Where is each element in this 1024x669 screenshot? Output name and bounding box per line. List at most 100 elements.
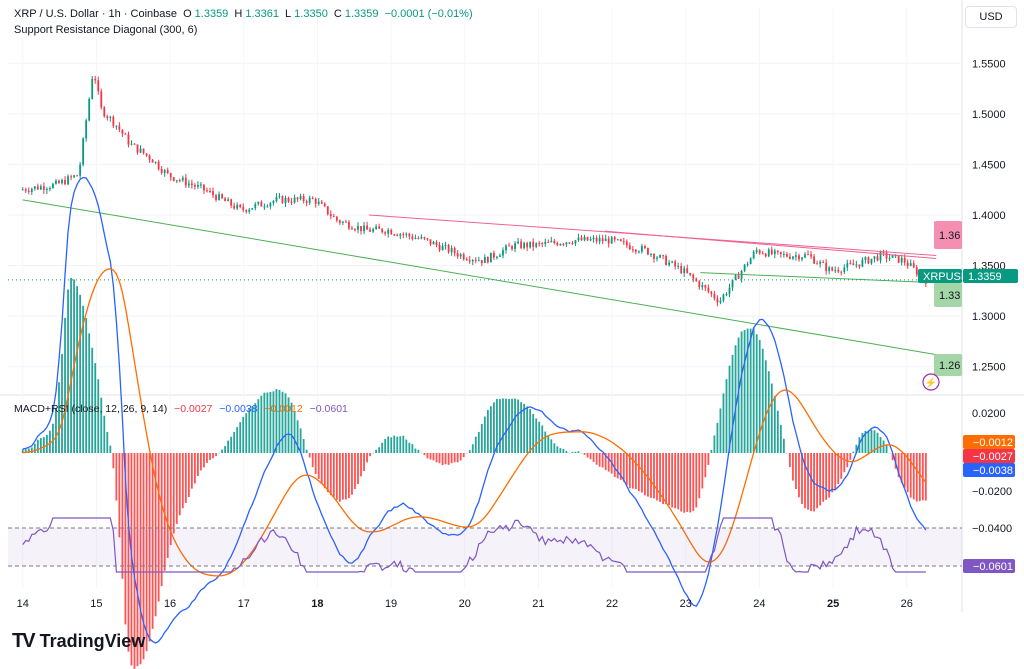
- macd-histogram-bar: [411, 444, 414, 453]
- macd-histogram-bar: [571, 451, 574, 453]
- macd-histogram-bar: [423, 453, 426, 456]
- price-pane[interactable]: [8, 75, 962, 356]
- candle-body: [776, 250, 779, 252]
- candle-body: [197, 184, 199, 187]
- macd-rsi-pane[interactable]: [8, 176, 962, 669]
- macd-histogram-bar: [127, 453, 130, 652]
- osc-value-badge: −0.0601: [973, 561, 1013, 573]
- close-value: 1.3359: [344, 8, 379, 20]
- macd-histogram-bar: [713, 435, 716, 453]
- candle-body: [767, 249, 770, 257]
- macd-histogram-bar: [396, 436, 399, 453]
- macd-histogram-bar: [302, 439, 305, 453]
- macd-histogram-bar: [583, 453, 586, 455]
- candle-body: [656, 257, 658, 259]
- candle-body: [21, 189, 24, 191]
- candle-body: [520, 241, 523, 248]
- candle-body: [100, 91, 103, 108]
- macd-histogram-bar: [124, 453, 127, 625]
- macd-rsi-title[interactable]: MACD+RSI (close, 12, 26, 9, 14) −0.0027 …: [14, 403, 352, 415]
- macd-histogram-bar: [659, 453, 661, 502]
- candle-body: [773, 250, 776, 255]
- macd-histogram-bar: [49, 430, 51, 453]
- time-tick-label: 15: [90, 598, 102, 610]
- macd-histogram-bar: [653, 453, 655, 499]
- tradingview-logo[interactable]: TV TradingView: [12, 630, 145, 653]
- candle-body: [423, 237, 426, 239]
- support-badge-upper: 1.33: [939, 290, 960, 302]
- candle-body: [24, 189, 27, 191]
- candle-body: [653, 254, 655, 259]
- macd-histogram-bar: [634, 453, 637, 490]
- candle-body: [193, 185, 196, 187]
- macd-histogram-bar: [426, 453, 429, 459]
- candle-body: [861, 259, 864, 267]
- osc-tick-label: −0.0200: [972, 486, 1012, 498]
- macd-histogram-bar: [88, 333, 91, 453]
- candle-body: [360, 226, 362, 232]
- candle-body: [109, 116, 112, 118]
- candle-body: [586, 236, 589, 241]
- macd-histogram-bar: [574, 451, 577, 453]
- macd-histogram-bar: [921, 453, 924, 501]
- macd-histogram-bar: [354, 453, 356, 489]
- macd-histogram-bar: [876, 432, 879, 453]
- symbol-title[interactable]: XRP / U.S. Dollar · 1h · Coinbase: [14, 8, 178, 20]
- macd-histogram-bar: [248, 408, 251, 453]
- macd-histogram-bar: [719, 408, 722, 453]
- candle-body: [662, 255, 664, 257]
- macd-histogram-bar: [846, 453, 849, 468]
- macd-histogram-bar: [239, 422, 242, 453]
- candle-body: [390, 229, 393, 235]
- candle-body: [426, 238, 429, 240]
- macd-histogram-bar: [103, 415, 106, 453]
- candle-body: [369, 229, 371, 232]
- candle-body: [357, 226, 359, 230]
- price-tick-label: 1.3000: [972, 311, 1006, 323]
- candle-body: [725, 294, 728, 296]
- macd-histogram-bar: [299, 428, 302, 453]
- candle-body: [154, 161, 157, 163]
- osc-value-badge-bg: [963, 559, 1015, 573]
- candle-body: [764, 253, 767, 257]
- candle-body: [190, 183, 193, 186]
- candle-body: [583, 236, 586, 241]
- macd-histogram-bar: [867, 430, 870, 453]
- macd-histogram-bar: [375, 449, 378, 453]
- candle-body: [483, 256, 486, 264]
- macd-histogram-bar: [764, 360, 767, 453]
- candle-body: [743, 264, 746, 271]
- macd-histogram-bar: [701, 453, 704, 489]
- candle-body: [323, 203, 326, 207]
- candle-body: [689, 272, 692, 275]
- macd-histogram-bar: [55, 407, 57, 453]
- macd-histogram-bar: [746, 328, 749, 453]
- candle-body: [785, 254, 788, 257]
- candle-body: [471, 260, 474, 262]
- macd-histogram-bar: [532, 413, 535, 453]
- macd-histogram-bar: [779, 424, 782, 453]
- macd-histogram-bar: [816, 453, 819, 509]
- osc-value-badge-bg: [963, 463, 1015, 477]
- candle-body: [384, 232, 387, 234]
- candle-body: [414, 237, 417, 239]
- macd-histogram-bar: [278, 389, 281, 453]
- macd-histogram-bar: [206, 453, 208, 463]
- macd-histogram-bar: [725, 379, 728, 453]
- macd-histogram-bar: [212, 453, 214, 459]
- macd-histogram-bar: [493, 402, 495, 453]
- candle-body: [686, 268, 689, 273]
- currency-button[interactable]: USD: [965, 6, 1017, 28]
- candle-body: [553, 240, 556, 243]
- macd-histogram-bar: [671, 453, 674, 508]
- macd-histogram-bar: [39, 438, 42, 453]
- indicator-title[interactable]: Support Resistance Diagonal (300, 6): [14, 24, 198, 36]
- candle-body: [266, 206, 269, 208]
- candle-body: [840, 271, 843, 273]
- macd-histogram-bar: [882, 440, 885, 453]
- macd-histogram-bar: [82, 305, 85, 453]
- candle-body: [420, 237, 423, 239]
- candle-body: [73, 175, 75, 178]
- macd-histogram-bar: [613, 453, 616, 477]
